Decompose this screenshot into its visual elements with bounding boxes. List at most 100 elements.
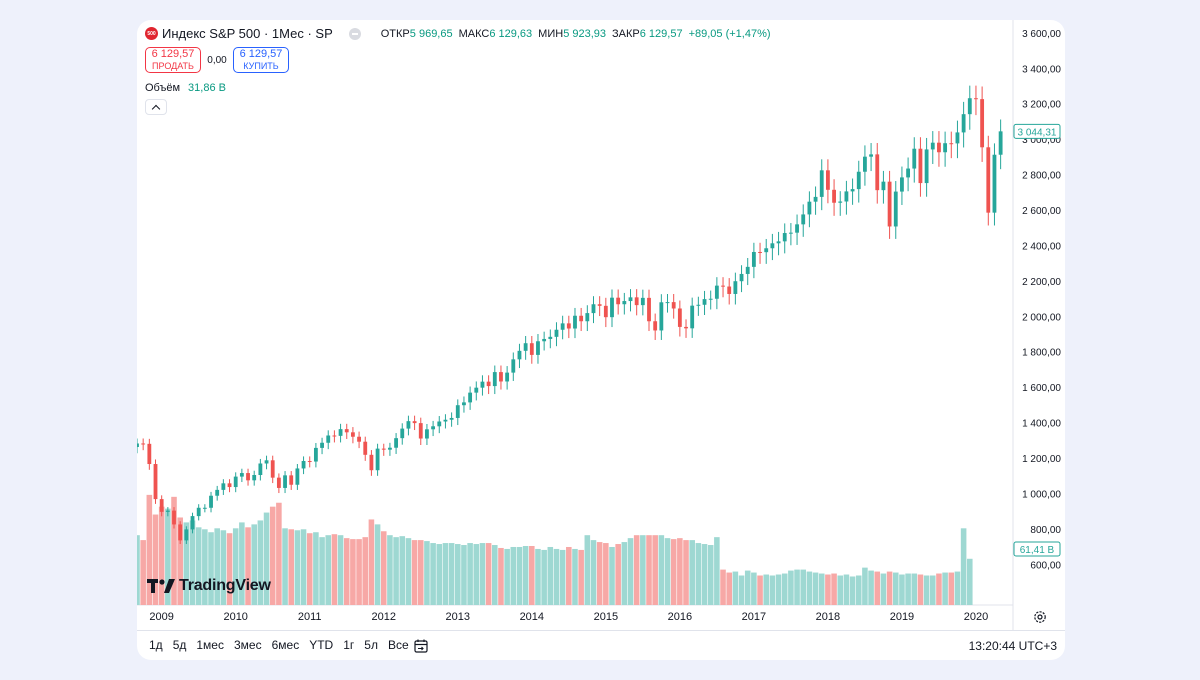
candle-body	[289, 475, 294, 485]
volume-bar	[257, 520, 264, 605]
candle-body	[542, 338, 547, 342]
chevron-up-icon[interactable]	[145, 99, 167, 115]
change-value: +89,05 (+1,47%)	[688, 27, 771, 40]
settings-icon[interactable]	[1033, 610, 1047, 624]
volume-bar	[485, 543, 492, 605]
time-range-0[interactable]: 1д	[149, 638, 163, 652]
volume-bar	[868, 570, 874, 605]
candle-body	[610, 297, 614, 318]
volume-bar	[923, 575, 930, 605]
buy-button[interactable]: 6 129,57 КУПИТЬ	[233, 47, 289, 73]
volume-bar	[294, 530, 301, 605]
candle-body	[801, 214, 806, 225]
candle-body	[721, 285, 725, 287]
sell-button[interactable]: 6 129,57 ПРОДАТЬ	[145, 47, 201, 73]
time-range-7[interactable]: 5л	[364, 638, 378, 652]
candle-body	[443, 419, 448, 422]
candle-body	[980, 99, 985, 148]
volume-bar	[911, 573, 918, 605]
candle-body	[622, 301, 627, 305]
time-range-8[interactable]: Все	[387, 638, 409, 652]
candle-body	[227, 483, 232, 488]
volume-bar	[967, 558, 973, 605]
volume-bar	[812, 572, 819, 605]
candle-body	[326, 435, 331, 443]
low-label: МИН	[538, 27, 564, 40]
volume-bar	[424, 541, 430, 605]
volume-bar	[559, 549, 566, 605]
collapse-legend-button[interactable]	[348, 27, 361, 40]
volume-bar	[368, 519, 375, 605]
candle-body	[795, 224, 799, 233]
price-tick-label: 2 800,00	[1022, 171, 1061, 182]
candle-body	[875, 154, 880, 191]
volume-bar	[849, 576, 856, 605]
volume-bar	[245, 527, 251, 605]
spread-value: 0,00	[207, 54, 227, 66]
time-range-tabs: 1д 5д 1мес 3мес 6мес YTD 1г 5л Все	[149, 638, 409, 652]
volume-bar	[300, 529, 307, 605]
candle-body	[159, 499, 164, 512]
candle-body	[770, 243, 775, 249]
time-range-1[interactable]: 5д	[172, 638, 187, 652]
calendar-goto-icon[interactable]	[413, 638, 429, 654]
candle-body	[388, 447, 392, 450]
chart-canvas[interactable]: 3 600,00 3 400,00 3 200,00 3 000,00 2 800,00…	[137, 20, 1065, 630]
volume-bar	[146, 494, 153, 605]
volume-bar	[220, 530, 227, 605]
clock-timezone[interactable]: 13:20:44 UTC+3	[968, 639, 1057, 653]
candle-body	[480, 381, 485, 388]
volume-bar	[640, 535, 646, 605]
volume-bar	[652, 535, 658, 605]
volume-bar	[751, 572, 757, 605]
volume-bar	[732, 571, 739, 605]
candle-body	[252, 475, 257, 481]
volume-bar	[282, 528, 288, 605]
time-range-2[interactable]: 1мес	[196, 638, 224, 652]
volume-bar	[313, 532, 319, 605]
candle-body	[332, 435, 337, 437]
candle-body	[381, 448, 386, 450]
candle-body	[856, 171, 861, 190]
candle-body	[295, 468, 300, 485]
time-tick-label: 2017	[742, 611, 766, 623]
volume-bar	[788, 570, 794, 605]
candle-body	[665, 302, 670, 304]
candle-body	[141, 443, 146, 445]
volume-bar	[886, 571, 893, 605]
candle-body	[301, 461, 306, 469]
time-tick-label: 2014	[520, 611, 544, 623]
volume-bar	[578, 549, 584, 605]
candle-body	[554, 329, 559, 337]
watermark-text: TradingView	[179, 577, 271, 594]
candle-body	[375, 448, 380, 471]
candle-body	[320, 442, 324, 448]
candle-body	[184, 529, 189, 541]
volume-bar	[584, 535, 591, 605]
time-range-6[interactable]: 1г	[343, 638, 355, 652]
tradingview-watermark[interactable]: TradingView	[147, 577, 271, 595]
volume-bar	[763, 574, 770, 605]
time-range-5[interactable]: YTD	[309, 638, 334, 652]
candle-body	[492, 372, 497, 387]
time-range-4[interactable]: 6мес	[271, 638, 300, 652]
volume-bar	[590, 540, 597, 605]
candle-body	[751, 251, 756, 267]
volume-bar	[393, 537, 399, 605]
time-range-3[interactable]: 3мес	[233, 638, 262, 652]
volume-bar	[448, 543, 455, 605]
volume-bar	[306, 533, 313, 605]
volume-bar	[510, 546, 517, 605]
volume-bar	[208, 532, 214, 605]
volume-bar	[171, 496, 177, 605]
volume-bar	[800, 569, 807, 605]
volume-bar	[214, 528, 220, 605]
volume-bar	[572, 548, 578, 605]
symbol-title[interactable]: Индекс S&P 500 · 1Мес · SP	[162, 26, 333, 41]
time-tick-label: 2020	[964, 611, 988, 623]
volume-bar	[183, 522, 190, 605]
candle-body	[344, 429, 349, 433]
price-tick-label: 3 400,00	[1022, 64, 1061, 75]
candle-body	[776, 241, 781, 244]
candle-body	[591, 304, 596, 314]
